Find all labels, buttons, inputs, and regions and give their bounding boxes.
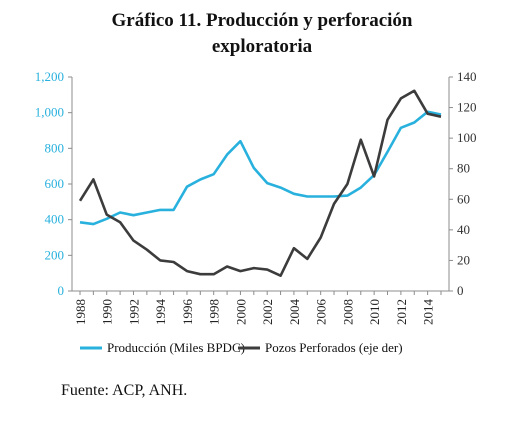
- x-tick-label: 2004: [287, 299, 302, 326]
- left-tick-label: 1,200: [35, 69, 64, 84]
- left-tick-label: 1,000: [35, 105, 64, 120]
- x-tick-label: 1996: [180, 299, 195, 326]
- left-tick-label: 200: [45, 247, 65, 262]
- right-tick-label: 0: [457, 283, 464, 298]
- x-tick-label: 1990: [100, 299, 115, 325]
- x-tick-label: 2002: [260, 299, 275, 325]
- x-tick-label: 2014: [421, 299, 436, 326]
- right-tick-label: 60: [457, 191, 470, 206]
- x-tick-label: 2008: [340, 299, 355, 325]
- right-tick-label: 100: [457, 130, 477, 145]
- x-tick-label: 1988: [73, 299, 88, 325]
- legend-wells-label: Pozos Perforados (eje der): [265, 340, 403, 355]
- left-tick-label: 400: [45, 212, 65, 227]
- left-tick-label: 0: [58, 283, 65, 298]
- x-tick-label: 2000: [233, 299, 248, 325]
- wells-series-line: [78, 89, 442, 278]
- production-series-line: [79, 110, 442, 226]
- left-tick-label: 600: [45, 176, 65, 191]
- right-tick-label: 120: [457, 100, 477, 115]
- right-tick-label: 40: [457, 222, 470, 237]
- chart-title: Gráfico 11. Producción y perforación exp…: [0, 8, 524, 60]
- left-tick-label: 800: [45, 140, 65, 155]
- x-tick-label: 1994: [153, 299, 168, 326]
- right-tick-label: 20: [457, 252, 470, 267]
- x-tick-label: 2006: [314, 299, 329, 326]
- x-tick-label: 2012: [394, 299, 409, 325]
- right-tick-label: 80: [457, 161, 470, 176]
- source-note: Fuente: ACP, ANH.: [61, 382, 188, 399]
- chart-canvas: 0 200 400 600 800 1,000 1,200 0 20 40 60 80 100 120 14…: [35, 69, 477, 355]
- chart-title-line-1: Gráfico 11. Producción y perforación: [111, 10, 413, 31]
- x-tick-label: 2010: [367, 299, 382, 325]
- legend-production-label: Producción (Miles BPDC): [107, 340, 245, 355]
- x-tick-label: 1998: [207, 299, 222, 325]
- right-tick-label: 140: [457, 69, 477, 84]
- chart-title-line-2: exploratoria: [211, 36, 313, 57]
- x-tick-label: 1992: [126, 299, 141, 325]
